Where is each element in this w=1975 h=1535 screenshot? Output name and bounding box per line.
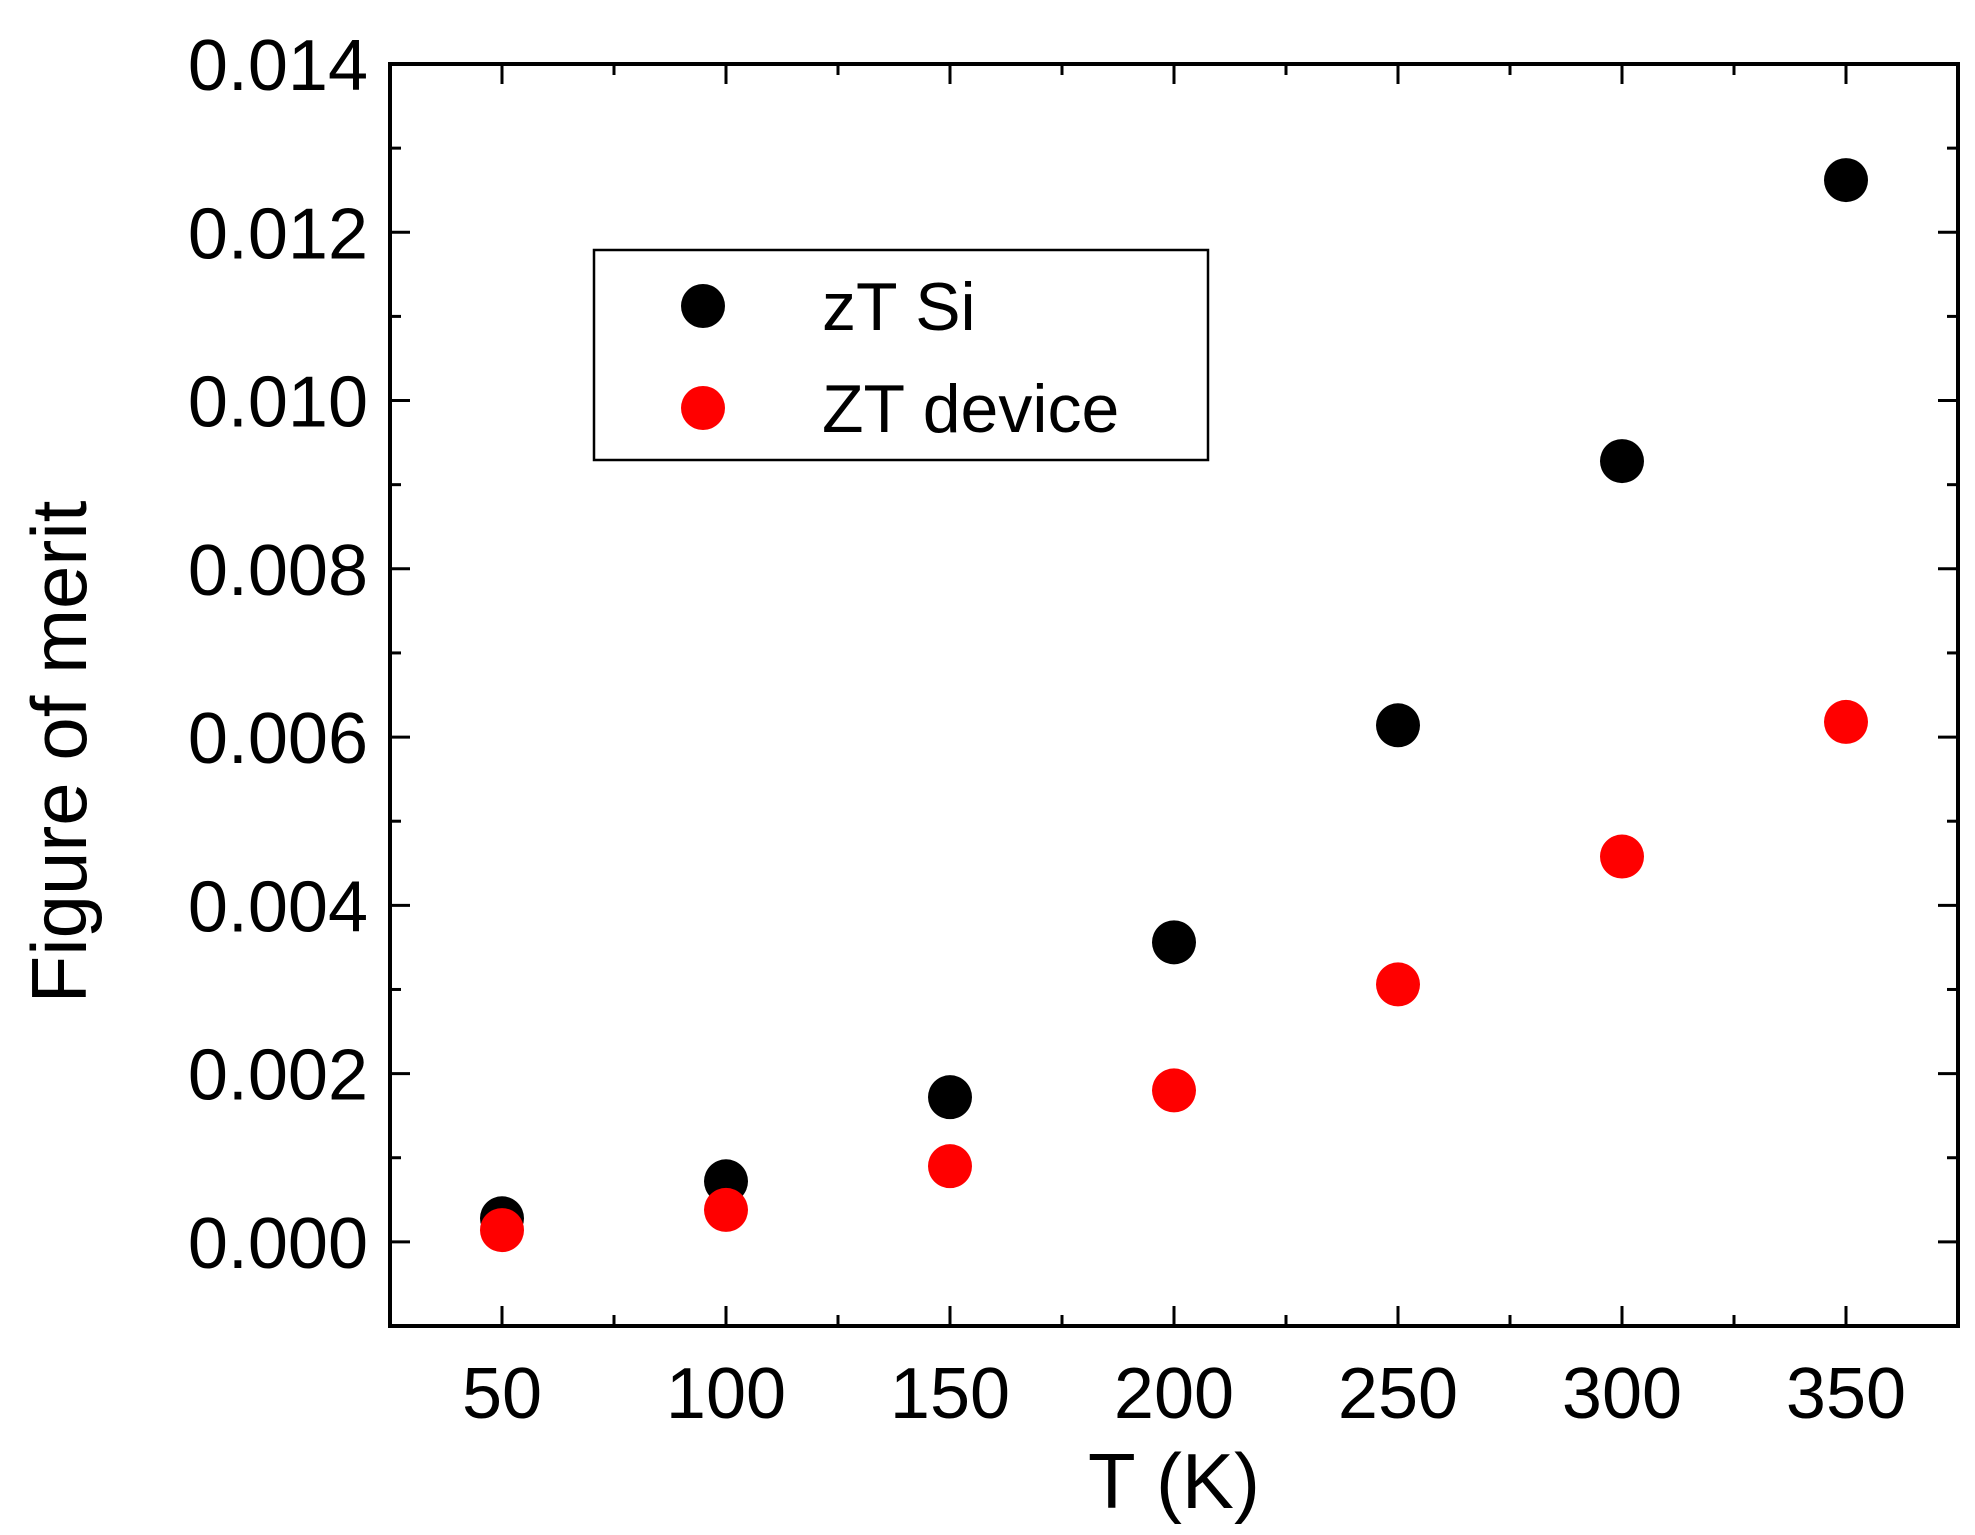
y-tick-label: 0.008: [188, 531, 368, 611]
x-tick-label: 150: [890, 1354, 1010, 1434]
data-point: [928, 1144, 972, 1189]
x-tick-label: 100: [666, 1354, 786, 1434]
x-tick-label: 200: [1114, 1354, 1234, 1434]
y-axis-label: Figure of merit: [15, 500, 103, 1003]
data-point: [928, 1075, 972, 1120]
y-tick-label: 0.004: [188, 867, 368, 947]
series-1: [480, 699, 1868, 1253]
data-points: [480, 158, 1868, 1253]
x-tick-label: 350: [1786, 1354, 1906, 1434]
y-tick-label: 0.012: [188, 194, 368, 274]
data-point: [1376, 962, 1420, 1007]
y-tick-label: 0.002: [188, 1036, 368, 1116]
legend-marker: [681, 284, 725, 328]
x-axis-label: T (K): [1088, 1437, 1260, 1525]
legend-label: ZT device: [822, 371, 1119, 447]
x-tick-label: 250: [1338, 1354, 1458, 1434]
data-point: [1600, 834, 1644, 879]
data-point: [704, 1187, 748, 1232]
x-tick-label: 50: [462, 1354, 542, 1434]
data-point: [1376, 703, 1420, 748]
legend-label: zT Si: [822, 269, 976, 345]
legend: zT Si ZT device: [592, 248, 1210, 462]
data-point: [480, 1208, 524, 1253]
data-point: [1152, 920, 1196, 965]
x-tick-label: 300: [1562, 1354, 1682, 1434]
y-axis-ticks: 0.000 0.002 0.004 0.006 0.008 0.010 0.012 0.014: [188, 26, 1958, 1284]
y-tick-label: 0.014: [188, 26, 368, 106]
x-axis-ticks: 50 100 150 200 250 300 350: [462, 64, 1906, 1434]
y-tick-label: 0.010: [188, 363, 368, 443]
data-point: [1824, 158, 1868, 203]
data-point: [1600, 439, 1644, 484]
y-tick-label: 0.006: [188, 699, 368, 779]
data-point: [1152, 1068, 1196, 1113]
legend-marker: [681, 386, 725, 430]
y-tick-label: 0.000: [188, 1204, 368, 1284]
data-point: [1824, 699, 1868, 744]
series-0: [480, 158, 1868, 1241]
legend-entries: zT Si ZT device: [681, 269, 1119, 447]
